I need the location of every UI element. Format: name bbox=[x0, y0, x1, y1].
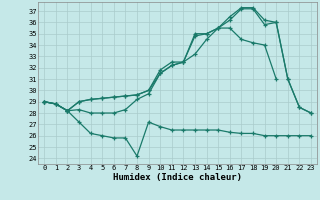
X-axis label: Humidex (Indice chaleur): Humidex (Indice chaleur) bbox=[113, 173, 242, 182]
